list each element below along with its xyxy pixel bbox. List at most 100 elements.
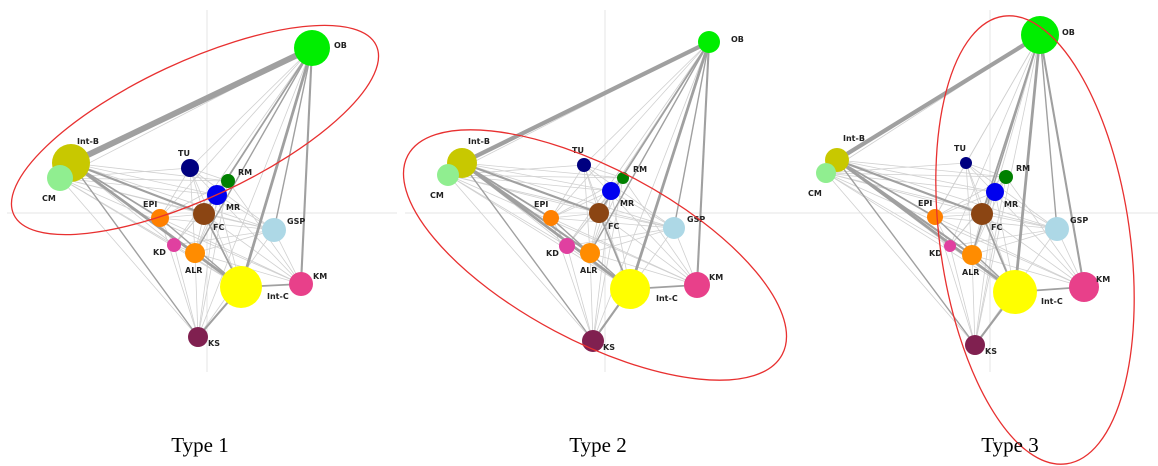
edge [628,41,711,290]
node-label: KS [985,347,997,356]
edge [965,162,1085,288]
edge [598,41,710,214]
edge [59,177,302,285]
node [437,164,459,186]
edge [971,254,1085,288]
edge [836,159,976,346]
network-panel: OB Int-B CM TU RM MR EPI FC GSP KD ALR KM Int-C KS Typ… [402,10,795,457]
edge [550,164,585,219]
edge [934,216,1085,288]
node-label: FC [991,223,1002,232]
edge [461,161,631,291]
node [944,240,956,252]
edge [949,228,1058,247]
edge [461,162,675,229]
node-label: KM [1096,275,1110,284]
node [927,209,943,225]
edge [598,212,698,286]
edge [971,228,1058,256]
node-label: Int-B [77,137,99,146]
edge [194,229,275,254]
node-label: Int-C [1041,297,1063,306]
edge [934,216,1058,230]
edge [836,159,1007,178]
edge [583,41,710,166]
edge [1039,34,1058,230]
edge [447,174,612,192]
edge [197,47,313,338]
node-label: MR [226,203,240,212]
node-label: MR [620,199,634,208]
edge [695,41,711,286]
node-label: ALR [962,268,979,277]
edge [447,174,600,214]
edge [1005,176,1085,288]
edge [173,244,199,338]
node [185,243,205,263]
edge [70,162,218,196]
node-label: Int-B [843,134,865,143]
edge [583,164,675,229]
node-label: GSP [1070,216,1088,225]
node [289,272,313,296]
node-label: KS [603,343,615,352]
edge [299,47,314,285]
node [167,238,181,252]
node [580,243,600,263]
edge [59,177,275,231]
edge [825,172,976,346]
edge [974,176,1007,346]
node-label: KD [546,249,559,258]
edge [1013,34,1042,293]
node [663,217,685,239]
edge [971,254,976,346]
node [220,266,262,308]
edge [461,162,612,192]
edge [965,162,1007,178]
edge [194,252,199,338]
edge [550,217,698,286]
network-panel: OB Int-B CM TU RM MR EPI FC GSP KD ALR KM Int-C KS Typ… [790,10,1158,465]
node [986,183,1004,201]
node-label: CM [42,194,56,203]
node-label: GSP [687,215,705,224]
node-label: CM [808,189,822,198]
edge [59,177,199,338]
node-label: EPI [534,200,548,209]
node [151,209,169,227]
edge [461,162,591,254]
edge [825,162,967,174]
edge [965,162,1058,230]
edge [566,227,675,247]
highlight-ellipse [935,15,1135,465]
node-label: KS [208,339,220,348]
edge [550,41,710,219]
node [999,170,1013,184]
edge [189,167,302,285]
panel-caption: Type 3 [981,433,1038,457]
edge [836,159,983,215]
edge [825,172,951,247]
edge [825,172,1085,288]
edge [589,227,675,254]
edge [566,190,612,247]
node-label: Int-C [267,292,289,301]
edge [994,191,1058,230]
edge [825,172,1058,230]
node [960,157,972,169]
edge [949,245,976,346]
node [684,272,710,298]
edge [194,47,313,254]
edge [934,191,996,218]
edge [273,47,313,231]
node [193,203,215,225]
edge [461,40,710,165]
highlight-ellipse [402,129,788,381]
edge [70,162,229,182]
edge [159,217,199,338]
edge [447,174,698,286]
panel-caption: Type 1 [171,433,228,457]
node-label: CM [430,191,444,200]
network-panel: OB Int-B CM TU RM MR EPI FC GSP KD ALR KM Int-C KS Typ… [7,10,397,457]
node [221,174,235,188]
